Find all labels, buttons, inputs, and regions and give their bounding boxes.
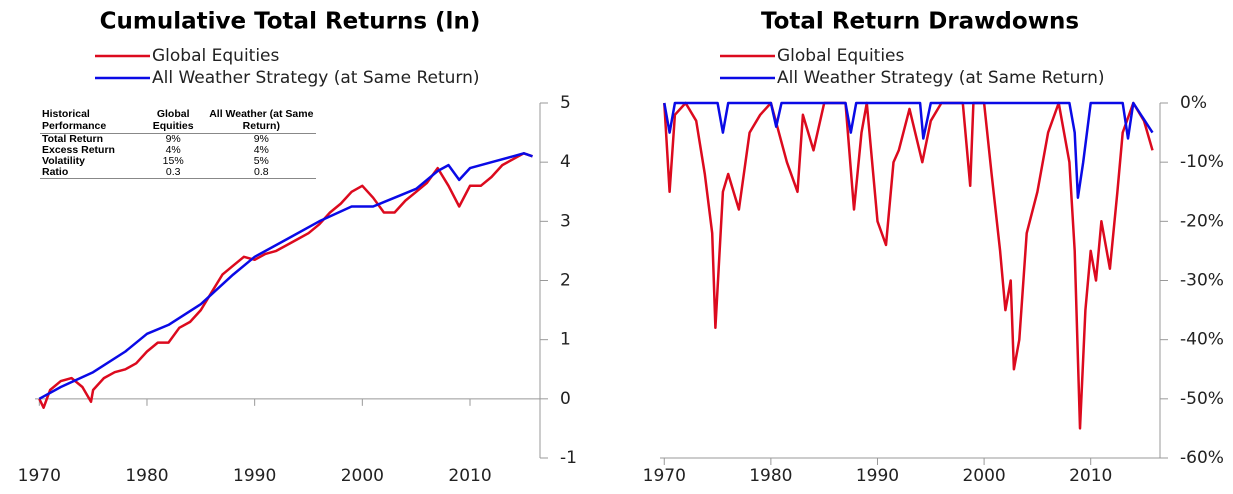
legend-label: Global Equities [777, 46, 905, 66]
y-tick-label: 3 [560, 211, 571, 231]
y-tick-label: 1 [560, 330, 571, 350]
y-tick-label: -20% [1180, 211, 1224, 231]
x-tick-label: 1970 [643, 466, 686, 486]
x-tick-label: 1990 [856, 466, 899, 486]
table-row: Ratio 0.3 0.8 [40, 167, 316, 179]
x-tick-label: 2000 [341, 466, 384, 486]
table-cell: Excess Return [42, 144, 115, 156]
chart-title: Total Return Drawdowns [761, 9, 1079, 35]
chart-title: Cumulative Total Returns (ln) [100, 9, 481, 35]
table-cell: 5% [253, 155, 269, 167]
y-tick-label: -50% [1180, 389, 1224, 409]
x-tick-label: 2000 [962, 466, 1005, 486]
x-tick-label: 2010 [448, 466, 491, 486]
table-cell: 4% [165, 144, 181, 156]
y-tick-label: -40% [1180, 330, 1224, 350]
y-tick-label: -60% [1180, 448, 1224, 468]
performance-table: Historical Performance Global Equities All… [40, 107, 316, 179]
table-cell: Ratio [40, 167, 140, 179]
y-tick-label: -30% [1180, 271, 1224, 291]
series-line [38, 152, 533, 400]
x-tick-label: 1980 [125, 466, 168, 486]
y-tick-label: 5 [560, 93, 571, 113]
legend-label: All Weather Strategy (at Same Return) [777, 68, 1105, 88]
table-row: Volatility 15% 5% [40, 156, 316, 167]
x-tick-label: 2010 [1069, 466, 1112, 486]
x-tick-label: 1980 [749, 466, 792, 486]
series-line [663, 101, 1154, 430]
table-cell: 0.3 [139, 167, 207, 179]
table-cell: Volatility [42, 155, 85, 167]
table-cell: 9% [165, 133, 181, 145]
x-tick-label: 1970 [18, 466, 61, 486]
y-tick-label: 0% [1180, 93, 1207, 113]
table-cell: 0.8 [206, 167, 316, 179]
legend-label: Global Equities [152, 46, 280, 66]
table-cell: 4% [253, 144, 269, 156]
y-tick-label: -10% [1180, 152, 1224, 172]
y-tick-label: -1 [560, 448, 577, 468]
y-tick-label: 4 [560, 152, 571, 172]
table-row: Excess Return 4% 4% [40, 145, 316, 156]
x-tick-label: 1990 [233, 466, 276, 486]
column-header: Global Equities [139, 107, 207, 134]
series-line [663, 101, 1154, 199]
table-cell: 9% [253, 133, 269, 145]
legend-label: All Weather Strategy (at Same Return) [152, 68, 480, 88]
table-cell: Total Return [42, 133, 104, 145]
column-header: All Weather (at Same Return) [206, 107, 316, 134]
series-line [38, 152, 533, 409]
table-cell: 15% [162, 155, 184, 167]
column-header: Historical Performance [40, 107, 140, 134]
y-tick-label: 2 [560, 271, 571, 291]
table-row: Total Return 9% 9% [40, 134, 316, 146]
y-tick-label: 0 [560, 389, 571, 409]
